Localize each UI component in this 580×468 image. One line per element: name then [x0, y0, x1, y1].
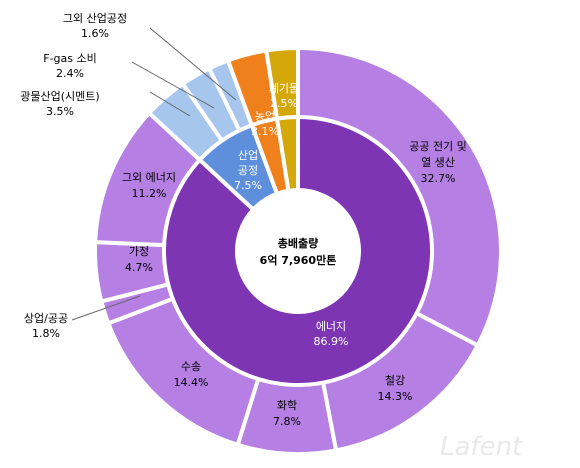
watermark-logo: Lafent [440, 432, 523, 462]
outer-label-9: F-gas 소비 2.4% [43, 52, 97, 80]
inner-label-2: 산업 공정 7.5% [234, 149, 262, 192]
inner-ring [162, 114, 434, 387]
inner-slice-4 [274, 114, 300, 194]
center-label-total: 6억 7,960만톤 [260, 253, 337, 267]
callout-line-5 [71, 295, 141, 321]
callout-line-8 [149, 91, 191, 117]
outer-label-7: 그외 에너지 11.2% [122, 171, 176, 200]
outer-label-6: 가정 4.7% [125, 245, 153, 274]
inner-label-3: 농업 3.1% [251, 110, 279, 138]
center-hole [239, 192, 357, 310]
outer-label-2: 철강 14.3% [378, 374, 413, 403]
callout-line-9 [131, 61, 215, 109]
callout-lines [71, 27, 237, 321]
outer-label-5: 상업/공공 1.8% [24, 312, 68, 340]
outer-label-4: 수송 14.4% [174, 360, 209, 389]
center-label-title: 총배출량 [278, 236, 318, 250]
inner-slice-1 [162, 114, 434, 387]
outer-label-3: 화학 7.8% [273, 399, 301, 428]
outer-label-8: 광물산업(시멘트) 3.5% [20, 90, 99, 118]
outer-label-10: 그외 산업공정 1.6% [63, 12, 127, 40]
inner-label-1: 에너지 86.9% [314, 320, 349, 348]
inner-label-4: 폐기물 2.5% [269, 82, 299, 110]
callout-line-10 [149, 27, 237, 101]
